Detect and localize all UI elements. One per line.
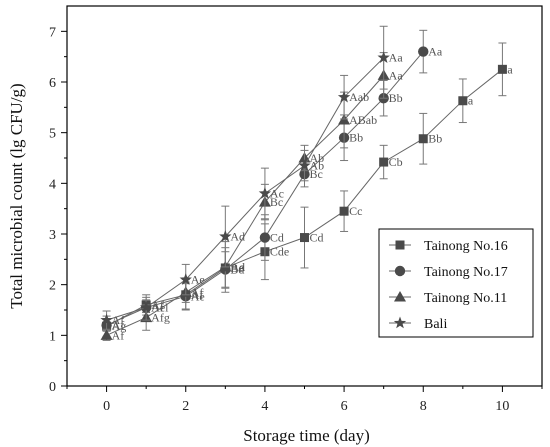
data-point: [377, 51, 390, 63]
data-point: [300, 233, 309, 243]
y-tick-label: 6: [49, 76, 56, 91]
data-point: [497, 64, 507, 74]
x-tick-label: 4: [261, 399, 268, 414]
y-tick-label: 2: [49, 279, 56, 294]
y-tick-label: 3: [49, 228, 56, 243]
legend-label: Tainong No.17: [424, 265, 508, 280]
data-label: Ad: [230, 260, 245, 274]
data-label: Ab: [310, 151, 325, 165]
y-tick-label: 7: [49, 25, 56, 40]
y-tick-label: 1: [49, 329, 56, 344]
data-label: Ael: [151, 300, 169, 314]
legend-marker: [394, 291, 406, 302]
data-label: Cb: [389, 155, 403, 169]
data-label: Bb: [428, 132, 442, 146]
x-tick-label: 0: [103, 399, 110, 414]
data-point: [337, 90, 351, 103]
x-tick-label: 10: [495, 399, 509, 414]
data-point: [100, 329, 113, 340]
x-tick-label: 6: [341, 399, 348, 414]
x-tick-label: 8: [420, 399, 427, 414]
data-point: [418, 46, 429, 57]
data-label: Aab: [349, 90, 369, 104]
legend-label: Tainong No.11: [424, 291, 507, 306]
data-label: Aa: [428, 45, 443, 59]
data-point: [298, 159, 311, 171]
x-axis-title: Storage time (day): [243, 426, 370, 445]
data-label: ABab: [349, 113, 377, 127]
data-point: [219, 230, 232, 242]
data-point: [139, 300, 153, 313]
legend-marker: [393, 316, 407, 329]
data-label: a: [507, 62, 513, 76]
legend-box: [378, 228, 534, 338]
data-label: Af: [112, 313, 125, 327]
data-point: [379, 157, 389, 167]
data-label: Cd: [310, 231, 324, 245]
data-label: Bb: [389, 91, 403, 105]
data-label: Af: [191, 285, 204, 299]
legend-marker: [394, 265, 406, 277]
x-tick-label: 2: [182, 399, 189, 414]
y-tick-label: 4: [49, 177, 56, 192]
series-line: [106, 75, 385, 336]
data-label: Cc: [349, 204, 362, 218]
data-label: a: [468, 94, 474, 108]
data-label: Af: [151, 300, 164, 314]
legend-item: Bali: [389, 316, 447, 332]
data-label: Bc: [270, 195, 283, 209]
data-point: [258, 186, 272, 199]
data-label: Bc: [310, 167, 323, 181]
legend-item: Tainong No.16: [389, 239, 508, 254]
y-tick-label: 5: [49, 127, 56, 142]
data-point: [100, 313, 113, 326]
legend-label: Tainong No.16: [424, 239, 508, 254]
y-axis-title: Total microbial count (lg CFU/g): [7, 83, 26, 308]
legend-marker: [395, 240, 405, 250]
data-label: Bb: [349, 131, 363, 145]
legend-label: Bali: [424, 317, 447, 332]
data-point: [179, 273, 192, 285]
data-label: Ag: [112, 319, 127, 333]
axes: 0 2 4 6 8 10 0 1 2 3 4 5 6 7: [49, 5, 543, 414]
series-layer: AgAfAfBeCdeCdCcCbBbaaAfAfAeBdCdBcBbBbAaA…: [100, 25, 513, 342]
y-tick-label: 0: [49, 380, 56, 395]
data-label: Ab: [310, 159, 325, 173]
data-label: Be: [230, 261, 243, 275]
data-label: Ad: [230, 230, 245, 244]
legend: Tainong No.16 Tainong No.17 Tainong No.11 B…: [378, 228, 534, 338]
data-point: [458, 96, 468, 106]
data-label: Aa: [389, 68, 404, 82]
data-point: [339, 206, 349, 216]
data-label: Afg: [151, 311, 170, 325]
data-label: Ac: [270, 186, 284, 200]
series-line: [106, 57, 385, 321]
data-label: Aa: [389, 51, 404, 65]
legend-item: Tainong No.11: [389, 291, 507, 306]
data-label: Bd: [230, 262, 244, 276]
data-label: Cd: [270, 231, 284, 245]
data-label: Ae: [191, 289, 205, 303]
data-label: Cde: [270, 245, 289, 259]
data-point: [418, 134, 428, 144]
data-label: Af: [112, 328, 125, 342]
data-label: Ae: [191, 273, 205, 287]
legend-item: Tainong No.17: [389, 265, 508, 280]
data-point: [259, 232, 271, 243]
